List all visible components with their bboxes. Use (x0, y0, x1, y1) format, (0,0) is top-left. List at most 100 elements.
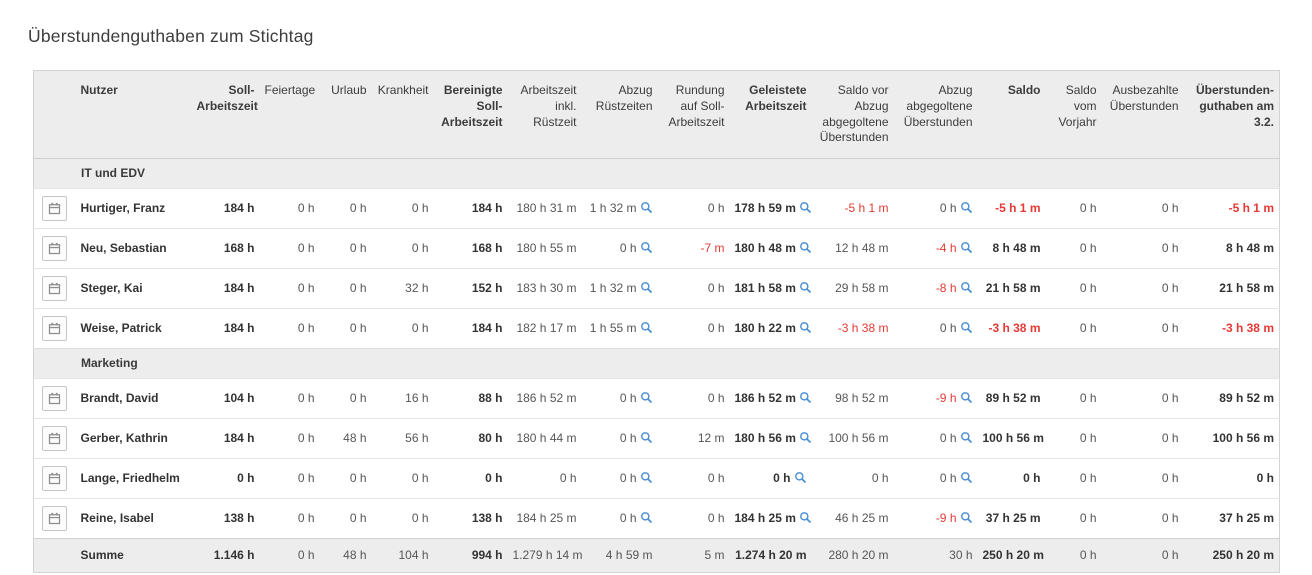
magnifier-icon[interactable] (960, 431, 973, 444)
table-row: Hurtiger, Franz 184 h 0 h 0 h 0 h 184 h 180 h … (33, 188, 1280, 229)
calendar-button[interactable] (42, 276, 68, 302)
magnifier-icon[interactable] (799, 201, 812, 214)
table-row: Lange, Friedhelm 0 h 0 h 0 h 0 h 0 h 0 h 0 h 0 h… (33, 458, 1280, 499)
magnifier-icon[interactable] (960, 321, 973, 334)
cell-ausbezahlte-ueberstunden: 0 h (1101, 268, 1184, 309)
calendar-button[interactable] (42, 196, 68, 222)
cell-value: 138 h (471, 511, 503, 526)
cell-krankheit: 0 h (371, 308, 434, 349)
cell-value: 184 h 25 m (516, 511, 577, 526)
calendar-cell (33, 308, 76, 349)
cell-value: 80 h (478, 431, 503, 446)
magnifier-icon[interactable] (794, 471, 807, 484)
magnifier-icon[interactable] (640, 511, 653, 524)
magnifier-icon[interactable] (799, 511, 812, 524)
cell-soll-arbeitszeit: 168 h (191, 228, 260, 269)
magnifier-icon[interactable] (799, 321, 812, 334)
table-row: Weise, Patrick 184 h 0 h 0 h 0 h 184 h 182 h 1… (33, 308, 1280, 349)
cell-krankheit: 0 h (371, 228, 434, 269)
cell-arbeitszeit-inkl-ruestzeit: 182 h 17 m (507, 308, 582, 349)
calendar-cell (33, 458, 76, 499)
magnifier-icon[interactable] (640, 431, 653, 444)
magnifier-icon[interactable] (960, 391, 973, 404)
cell-bereinigte-soll-arbeitszeit: 88 h (433, 378, 508, 419)
cell-value: 0 h (707, 511, 725, 526)
magnifier-icon[interactable] (799, 431, 812, 444)
calendar-button[interactable] (42, 466, 68, 492)
cell-user: Reine, Isabel (75, 498, 192, 539)
cell-abzug-abgegoltene-ueberstunden: -9 h (893, 498, 978, 539)
magnifier-icon[interactable] (799, 281, 812, 294)
cell-value: 1 h 32 m (589, 281, 637, 296)
magnifier-icon[interactable] (960, 281, 973, 294)
cell-feiertage: 0 h (259, 228, 320, 269)
magnifier-icon[interactable] (640, 391, 653, 404)
magnifier-icon[interactable] (799, 241, 812, 254)
cell-value: 0 h (707, 471, 725, 486)
cell-value: 0 h (619, 241, 637, 256)
magnifier-icon[interactable] (640, 201, 653, 214)
cell-value: 182 h 17 m (516, 321, 577, 336)
cell-abzug-abgegoltene-ueberstunden: 0 h (893, 458, 978, 499)
calendar-button[interactable] (42, 506, 68, 532)
magnifier-icon[interactable] (960, 201, 973, 214)
magnifier-icon[interactable] (799, 391, 812, 404)
cell-value: 46 h 25 m (835, 511, 889, 526)
cell-value: 100 h 56 m (982, 431, 1044, 446)
calendar-button[interactable] (42, 386, 68, 412)
cell-ueberstundenguthaben: 21 h 58 m (1183, 268, 1280, 309)
column-header-saldo: Saldo (977, 70, 1046, 160)
column-header-arbeitszeit-inkl-ruestzeit: Arbeitszeit inkl. Rüstzeit (507, 70, 582, 160)
cell-value: -3 h 38 m (988, 321, 1041, 336)
cell-abzug-ruestzeiten: 1 h 55 m (581, 308, 658, 349)
cell-value: 0 h (1161, 321, 1179, 336)
calendar-icon (49, 473, 61, 485)
cell-ueberstundenguthaben: 250 h 20 m (1183, 538, 1280, 573)
cell-value: 0 h (939, 201, 957, 216)
cell-saldo-vor-abzug: -5 h 1 m (811, 188, 894, 229)
magnifier-icon[interactable] (640, 471, 653, 484)
header-row: Nutzer Soll-Arbeitszeit Feiertage Urlaub Kra… (33, 70, 1280, 160)
cell-value: 37 h 25 m (1219, 511, 1274, 526)
cell-arbeitszeit-inkl-ruestzeit: 180 h 55 m (507, 228, 582, 269)
cell-urlaub: 0 h (319, 308, 372, 349)
cell-soll-arbeitszeit: 138 h (191, 498, 260, 539)
cell-value: 994 h (471, 548, 503, 563)
cell-value: 0 h (297, 548, 315, 563)
magnifier-icon[interactable] (640, 281, 653, 294)
cell-value: 104 h (398, 548, 429, 563)
cell-value: 180 h 31 m (516, 201, 577, 216)
magnifier-icon[interactable] (960, 471, 973, 484)
cell-abzug-ruestzeiten: 0 h (581, 228, 658, 269)
calendar-button[interactable] (42, 236, 68, 262)
magnifier-icon[interactable] (960, 241, 973, 254)
cell-soll-arbeitszeit: 104 h (191, 378, 260, 419)
cell-user: Weise, Patrick (75, 308, 192, 349)
column-header-saldo-vor-abzug: Saldo vor Abzug abgegoltene Überstunden (811, 70, 894, 160)
cell-value: 184 h (223, 321, 255, 336)
calendar-icon (49, 433, 61, 445)
cell-geleistete-arbeitszeit: 180 h 48 m (729, 228, 812, 269)
magnifier-icon[interactable] (640, 241, 653, 254)
cell-value: 0 h (1079, 511, 1097, 526)
cell-value: 0 h (1079, 321, 1097, 336)
cell-krankheit: 0 h (371, 458, 434, 499)
cell-ausbezahlte-ueberstunden: 0 h (1101, 538, 1184, 573)
cell-saldo: -3 h 38 m (977, 308, 1046, 349)
column-header-ausbezahlte-ueberstunden: Ausbezahlte Über­stunden (1101, 70, 1184, 160)
cell-value: 12 h 48 m (835, 241, 889, 256)
cell-saldo: 21 h 58 m (977, 268, 1046, 309)
table-row: Brandt, David 104 h 0 h 0 h 16 h 88 h 186 h 52… (33, 378, 1280, 419)
cell-arbeitszeit-inkl-ruestzeit: 183 h 30 m (507, 268, 582, 309)
magnifier-icon[interactable] (960, 511, 973, 524)
cell-value: -9 h (935, 511, 957, 526)
table-row: Gerber, Kathrin 184 h 0 h 48 h 56 h 80 h 180 h… (33, 418, 1280, 459)
calendar-button[interactable] (42, 316, 68, 342)
cell-value: 186 h 52 m (516, 391, 577, 406)
cell-saldo: 0 h (977, 458, 1046, 499)
calendar-button[interactable] (42, 426, 68, 452)
magnifier-icon[interactable] (640, 321, 653, 334)
cell-value: 0 h (411, 511, 429, 526)
cell-saldo-vor-abzug: 98 h 52 m (811, 378, 894, 419)
cell-ueberstundenguthaben: -5 h 1 m (1183, 188, 1280, 229)
